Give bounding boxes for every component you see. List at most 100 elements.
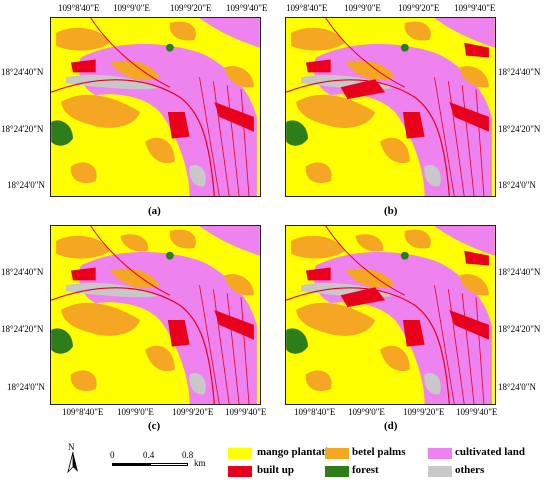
field-line xyxy=(447,81,465,196)
betel-palms-patch xyxy=(380,345,410,372)
scale-unit: km xyxy=(194,458,206,468)
land-cover-map-c xyxy=(51,226,260,404)
field-line xyxy=(199,77,220,196)
legend-label-builtup: built up xyxy=(257,464,294,476)
built-up-patch xyxy=(305,267,331,281)
betel-palms-patch xyxy=(70,370,97,392)
betel-palms-patch xyxy=(305,162,332,184)
betel-palms-patch xyxy=(345,268,395,288)
lat-tick-a-2: 18°24'20"N xyxy=(1,124,44,134)
field-line xyxy=(461,85,475,196)
others-patch xyxy=(424,165,441,187)
others-patch xyxy=(189,165,206,187)
lat-tick-d-2: 18°24'20"N xyxy=(498,324,541,334)
betel-palms-patch xyxy=(345,60,395,80)
built-up-patch xyxy=(464,250,489,266)
lat-tick-c-3: 18°24'0"N xyxy=(7,382,45,392)
betel-palms-patch xyxy=(404,21,431,41)
lon-tick-b-3: 109°9'20"E xyxy=(398,3,440,13)
legend-swatch-cultivated xyxy=(428,448,452,459)
betel-palms-patch xyxy=(145,137,175,164)
road-line xyxy=(51,287,215,404)
forest-patch xyxy=(400,43,409,52)
road-line xyxy=(51,79,215,196)
field-line xyxy=(461,293,475,404)
map-panel-d xyxy=(285,225,496,405)
betel-palms-patch xyxy=(56,235,111,259)
road-line xyxy=(90,226,171,296)
field-line xyxy=(434,77,455,196)
lon-tick-c-4: 109°9'40"E xyxy=(225,407,267,417)
map-panel-c xyxy=(50,225,261,405)
lon-tick-b-1: 109°8'40"E xyxy=(286,3,328,13)
built-up-patch xyxy=(464,42,489,58)
forest-patch xyxy=(165,43,174,52)
lon-tick-a-2: 109°9'0"E xyxy=(113,3,150,13)
built-up-patch xyxy=(167,319,190,347)
built-up-patch xyxy=(402,319,425,347)
betel-palms-patch xyxy=(296,302,376,336)
betel-palms-patch xyxy=(61,302,141,336)
field-line xyxy=(434,285,455,404)
road-line xyxy=(90,18,171,88)
map-panel-b xyxy=(285,17,496,197)
betel-palms-patch xyxy=(305,370,332,392)
legend-swatch-forest xyxy=(325,466,349,477)
forest-patch xyxy=(400,251,409,260)
field-line xyxy=(240,89,250,196)
legend-label-mango: mango plantations xyxy=(257,446,345,458)
lon-tick-a-3: 109°9'20"E xyxy=(170,3,212,13)
lon-tick-d-1: 109°8'40"E xyxy=(294,407,336,417)
legend-label-cultivated: cultivated land xyxy=(455,446,525,458)
others-patch xyxy=(66,75,160,90)
betel-palms-patch xyxy=(355,234,384,252)
cultivated-land-region xyxy=(434,226,495,256)
betel-palms-patch xyxy=(70,162,97,184)
lon-tick-d-2: 109°9'0"E xyxy=(348,407,385,417)
lon-tick-a-4: 109°9'40"E xyxy=(226,3,268,13)
forest-patch xyxy=(165,251,174,260)
lon-tick-c-1: 109°8'40"E xyxy=(62,407,104,417)
betel-palms-patch xyxy=(61,94,141,128)
field-line xyxy=(240,297,250,404)
built-up-patch xyxy=(305,59,331,73)
cultivated-land-region xyxy=(434,18,495,48)
betel-palms-patch xyxy=(224,274,254,296)
cultivated-land-region xyxy=(199,226,260,256)
lon-tick-b-2: 109°9'0"E xyxy=(344,3,381,13)
field-line xyxy=(199,285,220,404)
legend-label-forest: forest xyxy=(352,464,379,476)
betel-palms-patch xyxy=(56,27,111,51)
road-line xyxy=(325,18,406,88)
legend-swatch-betel xyxy=(325,448,349,459)
lat-tick-b-3: 18°24'0"N xyxy=(498,180,536,190)
road-line xyxy=(286,287,450,404)
lat-tick-b-1: 18°24'40"N xyxy=(498,67,541,77)
lat-tick-b-2: 18°24'20"N xyxy=(498,124,541,134)
betel-palms-patch xyxy=(110,268,160,288)
forest-patch xyxy=(286,328,308,354)
built-up-patch xyxy=(167,111,190,139)
forest-patch xyxy=(286,120,308,146)
field-line xyxy=(447,289,465,404)
betel-palms-patch xyxy=(291,27,346,51)
betel-palms-patch xyxy=(169,21,196,41)
legend-label-betel: betel palms xyxy=(352,446,406,458)
built-up-patch xyxy=(70,59,96,73)
others-patch xyxy=(424,373,441,395)
legend-swatch-builtup xyxy=(228,466,252,477)
others-patch xyxy=(189,373,206,395)
north-label: N xyxy=(68,442,75,452)
land-cover-map-d xyxy=(286,226,495,404)
lon-tick-d-3: 109°9'20"E xyxy=(403,407,445,417)
scale-bar-segment-black xyxy=(112,463,150,466)
scale-bar-segment-white xyxy=(150,463,188,466)
scale-label-mid: 0.4 xyxy=(143,450,155,460)
legend-swatch-mango xyxy=(228,448,252,459)
scale-label-0: 0 xyxy=(110,450,115,460)
scale-label-end: 0.8 xyxy=(182,450,194,460)
built-up-patch xyxy=(70,267,96,281)
panel-label-d: (d) xyxy=(384,420,398,432)
betel-palms-patch xyxy=(404,229,431,249)
betel-palms-patch xyxy=(145,345,175,372)
